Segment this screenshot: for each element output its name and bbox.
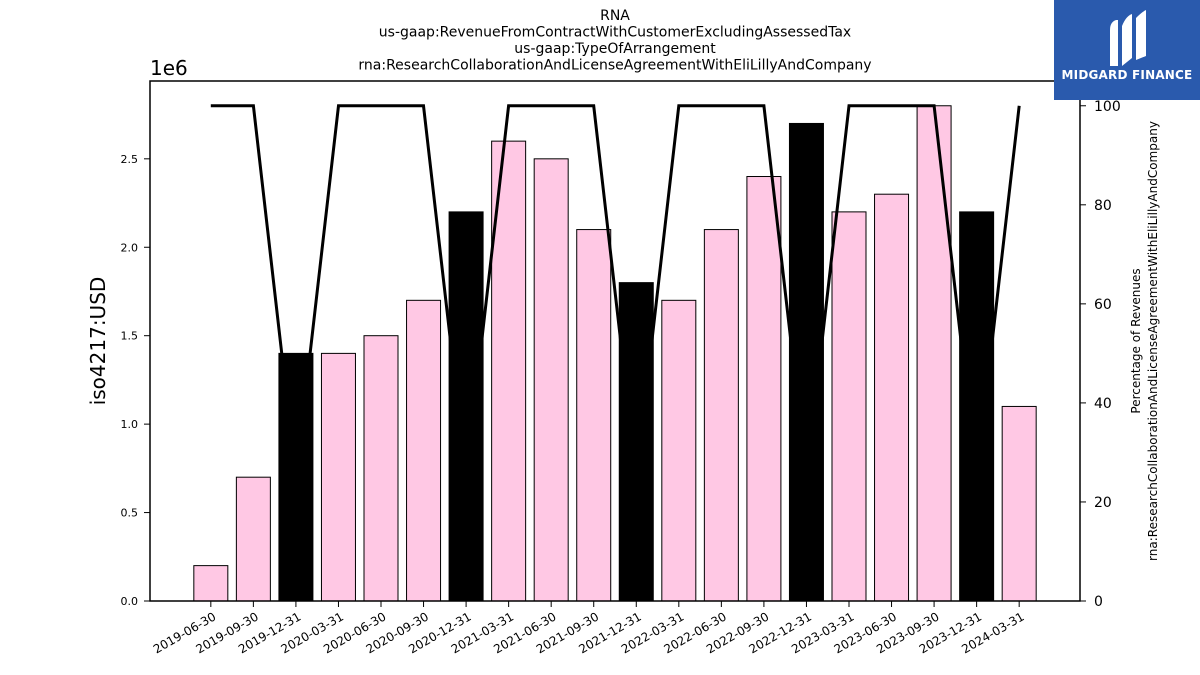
chart-title-line: us-gaap:TypeOfArrangement [514,41,716,57]
chart-title-line: RNA [600,8,630,24]
bar [916,105,952,602]
y2-tick-label: 40 [1094,396,1112,412]
y-tick-label: 1.0 [121,418,139,431]
bar [363,335,399,602]
bar [661,299,697,602]
bar [618,282,654,602]
y-tick-label: 2.0 [121,241,139,254]
y-axis-multiplier: 1e6 [150,56,188,80]
y-tick-label: 0.5 [121,507,139,520]
bar [406,299,442,602]
y-tick-label: 1.5 [121,330,139,343]
y2-tick-label: 0 [1094,594,1103,610]
midgard-logo-icon [1110,10,1146,66]
y2-axis-label: Percentage of Revenues rna:ResearchCollab… [1129,121,1160,561]
y-axis: 0.0 0.5 1.0 1.5 2.0 2.5 [121,153,150,608]
bar [746,176,782,602]
percentage-line-series [210,104,1021,478]
y2-tick-label: 80 [1094,198,1112,214]
y2-tick-label: 20 [1094,495,1112,511]
bar [874,193,910,602]
y-tick-label: 2.5 [121,153,139,166]
chart-title-line: rna:ResearchCollaborationAndLicenseAgree… [358,58,871,74]
bar [788,122,824,602]
bar [959,211,995,602]
bar [491,140,527,602]
plot-frame [149,80,1081,602]
bar [1001,405,1037,602]
y-tick-label: 0.0 [121,595,139,608]
bar [193,565,229,602]
bar [448,211,484,602]
chart-title-line: us-gaap:RevenueFromContractWithCustomerE… [379,25,851,41]
bar [576,229,612,602]
percentage-line [210,104,1021,478]
bar [533,158,569,602]
y-axis-label: iso4217:USD [86,277,110,406]
y2-tick-label: 100 [1094,99,1121,115]
y2-axis-label-line: Percentage of Revenues [1129,268,1143,413]
brand-logo: MIDGARD FINANCE [1054,0,1200,100]
bar [320,352,356,602]
logo-text: MIDGARD FINANCE [1061,68,1193,82]
y2-axis-label-line: rna:ResearchCollaborationAndLicenseAgree… [1146,121,1160,561]
bar [703,229,739,602]
bar [831,211,867,602]
y2-axis: 0 20 40 60 80 100 [1080,99,1121,610]
bar [235,476,271,602]
bar-series [193,105,1037,602]
x-axis: 2019-06-302019-09-302019-12-312020-03-31… [151,601,1027,656]
y2-tick-label: 60 [1094,297,1112,313]
chart-title: RNAus-gaap:RevenueFromContractWithCustom… [358,8,871,74]
